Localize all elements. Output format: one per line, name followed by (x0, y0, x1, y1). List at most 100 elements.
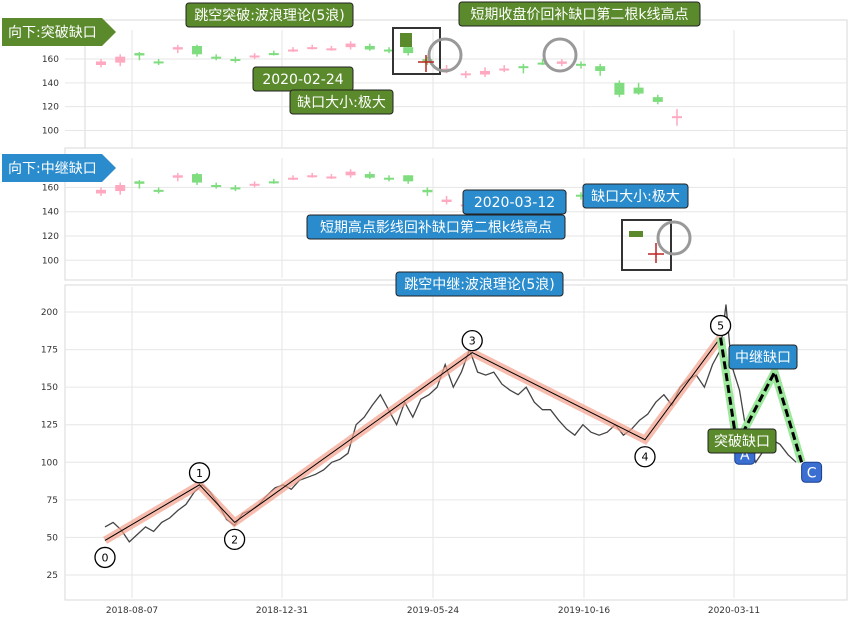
y-tick-label: 75 (47, 496, 58, 506)
candle-body (576, 63, 586, 66)
candle-body (96, 189, 106, 194)
y-tick-label: 100 (41, 458, 58, 468)
fill-circle-top-2 (542, 37, 578, 73)
candle-body (499, 68, 510, 71)
candle-body (115, 185, 126, 192)
x-tick-label: 2018-12-31 (256, 606, 308, 616)
ann-relay-gap-text: 中继缺口 (735, 350, 791, 366)
candle-body (134, 181, 145, 184)
ann-gap-size-mid-box (582, 183, 689, 209)
ann-date-mid-text: 2020-03-12 (474, 195, 555, 211)
ann-fill-high-text: 短期收盘价回补缺口第二根k线高点 (470, 6, 688, 23)
abc-label-C: C (807, 465, 817, 481)
candle-body (211, 185, 222, 187)
y-tick-label: 160 (42, 55, 59, 65)
candle-body (595, 66, 606, 71)
top-tag-text: 向下:突破缺口 (8, 25, 97, 41)
wave-label-1: 1 (196, 467, 203, 480)
candle-body (537, 62, 548, 65)
candle-body (364, 174, 375, 178)
y-tick-label: 100 (42, 256, 59, 266)
y-tick-label: 200 (41, 308, 58, 318)
abc-line (719, 337, 804, 463)
candle-body (345, 43, 356, 48)
y-tick-label: 150 (41, 383, 58, 393)
candle-body (172, 47, 183, 50)
middle-panel (64, 147, 848, 281)
y-tick-label: 140 (42, 79, 59, 89)
ann-gap-size-mid-text: 缺口大小:极大 (591, 189, 680, 205)
wave-point-3 (461, 329, 483, 352)
fill-circle-top (427, 37, 463, 73)
candle-body (288, 177, 298, 180)
candle-body (403, 47, 414, 54)
candle-body (172, 175, 183, 178)
candle-body (230, 59, 241, 62)
wave-point-1 (188, 462, 211, 484)
candle-body (633, 87, 644, 94)
x-tick-label: 2019-10-16 (558, 606, 611, 616)
candle-body (249, 183, 260, 186)
y-tick-label: 100 (42, 126, 59, 136)
x-tick-label: 2019-05-24 (407, 606, 460, 616)
gap-candle-mid (629, 231, 643, 237)
y-tick-label: 120 (42, 232, 59, 242)
candle-body (268, 53, 279, 56)
top-tag-shape (2, 18, 116, 46)
candle-body (652, 97, 663, 102)
ann-gap-size-top-box (289, 89, 394, 115)
candle-body (115, 56, 126, 63)
ann-fill-high-mid-text: 短期高点影线回补缺口第二根k线高点 (320, 219, 552, 236)
wave-label-2: 2 (231, 533, 238, 546)
candle-body (307, 47, 318, 50)
ann-breakout-gap-box (707, 428, 777, 454)
candle-body (518, 66, 529, 69)
candle-body (326, 48, 337, 51)
candle-body (192, 45, 202, 55)
ann-relay-gap-box (728, 344, 798, 370)
wave-label-5: 5 (717, 320, 724, 333)
candle-body (480, 70, 490, 75)
candle-body (268, 181, 279, 184)
abc-label-A: A (740, 447, 750, 463)
candle-body (364, 45, 375, 50)
candle-body (672, 116, 682, 119)
fill-circle-mid (656, 220, 692, 256)
wave-label-4: 4 (642, 451, 649, 464)
wave-label-3: 3 (469, 335, 476, 348)
y-tick-label: 125 (41, 421, 58, 431)
candle-body (460, 73, 471, 76)
candle-body (556, 61, 567, 64)
wave-point-2 (223, 528, 246, 551)
candle-body (422, 189, 433, 193)
candle-body (134, 53, 145, 56)
candle-body (614, 82, 625, 95)
wave-point-5 (709, 314, 732, 337)
candle-body (576, 194, 586, 197)
candle-body (96, 61, 106, 65)
candle-body (384, 49, 394, 52)
candle-body (211, 56, 222, 59)
candle-body (153, 61, 164, 64)
ann-breakout-wave-text: 跳空突破:波浪理论(5浪) (194, 8, 345, 24)
candle-body (192, 174, 202, 183)
y-tick-label: 175 (41, 346, 58, 356)
candle-body (307, 175, 318, 178)
ann-date-mid-box (462, 189, 567, 215)
candle-body (249, 55, 260, 58)
y-tick-label: 25 (47, 571, 58, 581)
y-tick-label: 160 (42, 183, 59, 193)
wave-line (104, 337, 722, 541)
candle-body (288, 49, 298, 52)
candle-body (441, 199, 452, 202)
candle-body (326, 176, 337, 179)
candle-body (422, 59, 433, 62)
candle-body (345, 171, 356, 176)
candle-body (153, 189, 164, 192)
gap-box-mid (621, 219, 672, 271)
wave-label-0: 0 (102, 551, 109, 564)
x-tick-label: 2018-08-07 (106, 606, 158, 616)
ann-date-top-text: 2020-02-24 (262, 72, 343, 88)
wave-point-4 (634, 446, 656, 468)
